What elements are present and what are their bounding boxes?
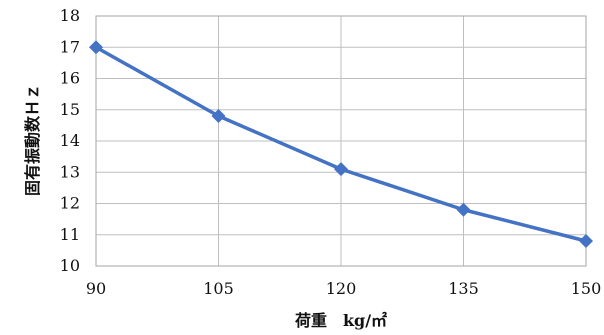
x-axis-ticks: 90 105 120 135 150 [86, 279, 601, 298]
grid [95, 15, 587, 267]
y-tick-label: 15 [60, 100, 80, 119]
y-tick-label: 16 [60, 69, 80, 88]
data-point-marker [334, 162, 348, 177]
y-tick-label: 12 [60, 194, 80, 213]
data-point-marker [211, 109, 226, 123]
data-point-marker [89, 40, 103, 55]
x-tick-label: 150 [571, 279, 602, 298]
y-tick-label: 17 [60, 37, 80, 56]
y-tick-label: 18 [60, 6, 80, 25]
y-tick-label: 11 [60, 225, 80, 244]
x-tick-label: 135 [448, 279, 479, 298]
y-axis-title: 固有振動数Ｈｚ [23, 84, 42, 196]
data-point-marker [579, 234, 593, 248]
y-axis-ticks: 10 11 12 13 14 15 16 17 18 [60, 6, 80, 275]
series [89, 40, 593, 248]
y-tick-label: 13 [60, 162, 80, 181]
y-tick-label: 10 [60, 256, 80, 275]
x-tick-label: 120 [326, 279, 357, 298]
x-axis-title: 荷重 kg/㎡ [295, 311, 387, 330]
data-point-marker [456, 202, 471, 217]
plot-frame [95, 15, 587, 267]
x-tick-label: 90 [86, 279, 106, 298]
x-tick-label: 105 [203, 279, 234, 298]
y-tick-label: 14 [60, 131, 80, 150]
